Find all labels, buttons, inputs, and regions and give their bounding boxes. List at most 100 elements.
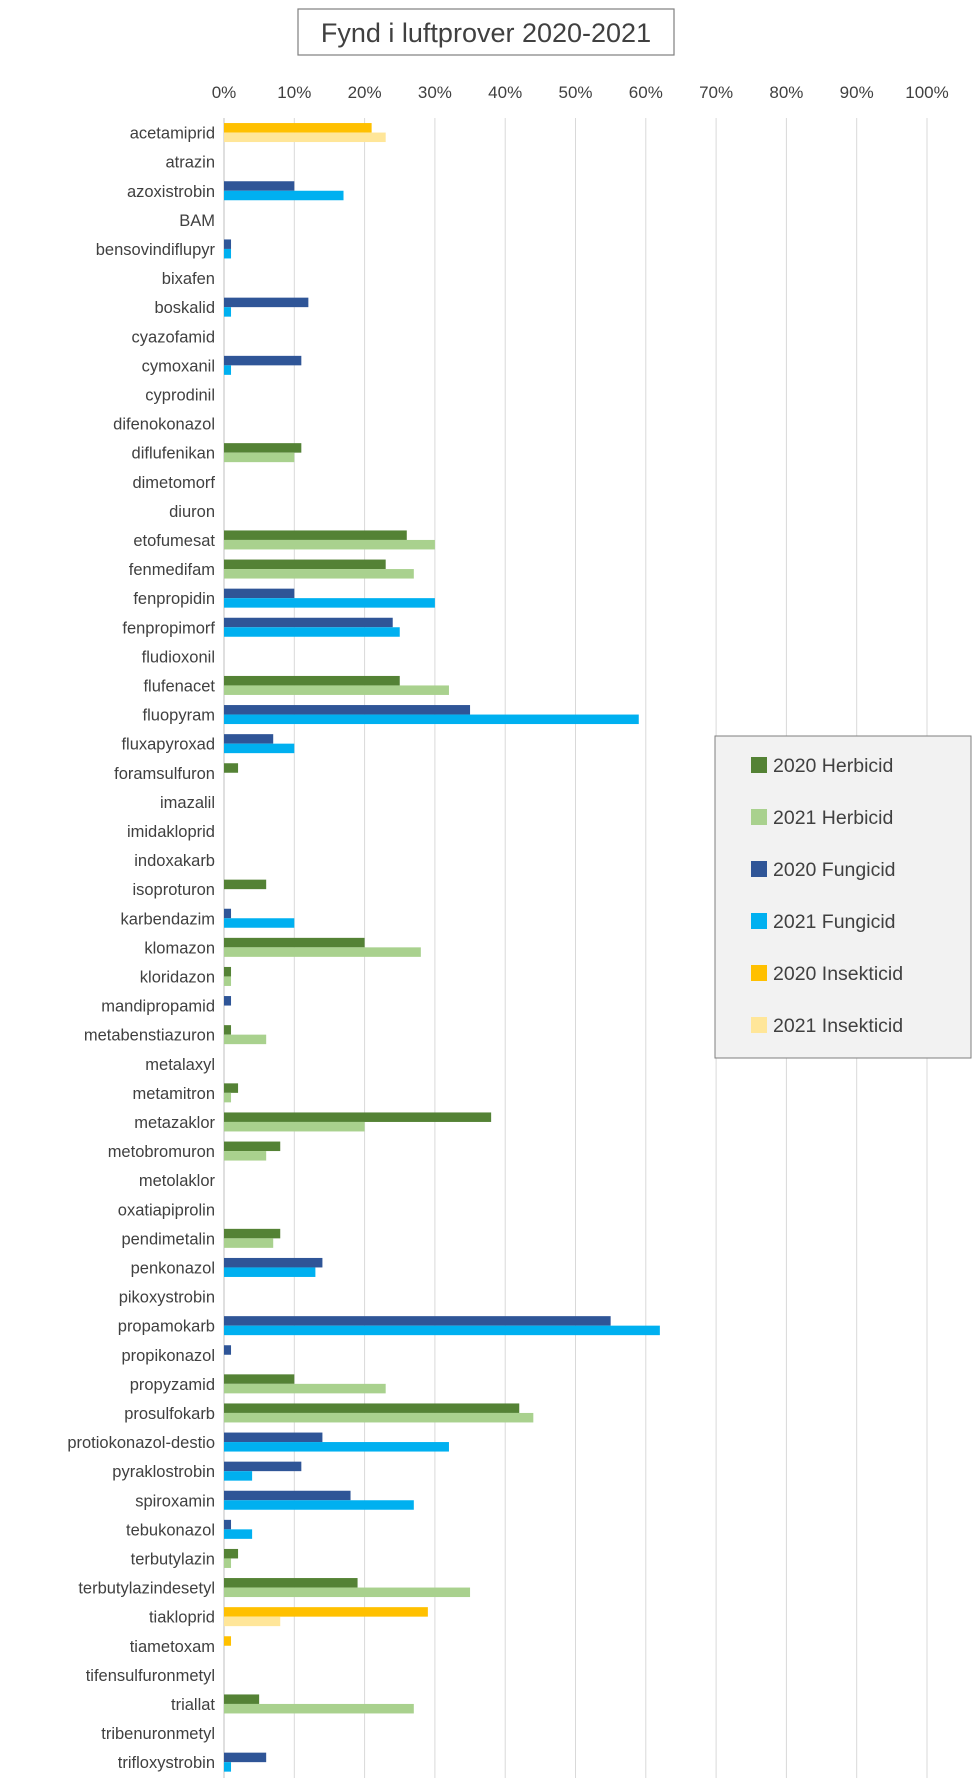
category-label: imidakloprid: [127, 823, 215, 841]
legend-label: 2021 Herbicid: [773, 807, 893, 829]
category-label: diuron: [169, 503, 215, 521]
bar: [224, 1383, 386, 1394]
bar: [224, 1267, 316, 1277]
bar: [224, 1025, 232, 1035]
x-tick-label: 30%: [418, 83, 452, 102]
bar: [224, 588, 295, 599]
category-label: dimetomorf: [132, 474, 215, 492]
bar: [224, 1374, 295, 1384]
legend-box: [714, 735, 972, 1059]
bar: [224, 1403, 520, 1413]
category-label: mandipropamid: [101, 998, 215, 1016]
bar: [224, 617, 393, 628]
bar: [224, 1112, 492, 1122]
bar: [224, 1616, 281, 1627]
bar: [224, 734, 274, 744]
bar: [224, 1558, 232, 1568]
bar: [224, 763, 239, 773]
category-label: propikonazol: [121, 1347, 215, 1365]
bar: [224, 1432, 323, 1443]
bar: [224, 181, 295, 191]
bar: [224, 1587, 471, 1598]
category-label: trifloxystrobin: [118, 1754, 215, 1772]
legend-label: 2020 Herbicid: [773, 755, 893, 777]
bar: [224, 355, 302, 366]
category-label: triallat: [171, 1696, 215, 1714]
category-label: foramsulfuron: [114, 765, 215, 783]
legend-swatch: [751, 809, 767, 825]
bar: [224, 1412, 534, 1423]
bar: [224, 1083, 239, 1093]
chart-title-box: Fynd i luftprover 2020-2021: [297, 8, 675, 56]
category-label: klomazon: [144, 939, 215, 957]
category-label: acetamiprid: [130, 125, 215, 143]
bar: [224, 685, 449, 695]
bar: [224, 443, 302, 453]
category-label: BAM: [179, 212, 215, 230]
bar: [224, 1471, 253, 1481]
bar: [224, 966, 232, 977]
chart-title: Fynd i luftprover 2020-2021: [321, 18, 651, 48]
bar: [224, 530, 407, 540]
x-tick-label: 90%: [840, 83, 874, 102]
category-label: bensovindiflupyr: [96, 241, 216, 259]
bar: [224, 1034, 267, 1045]
bar: [224, 1461, 302, 1472]
legend-label: 2020 Insekticid: [773, 963, 903, 985]
category-label: tifensulfuronmetyl: [86, 1667, 215, 1685]
category-label: tiakloprid: [149, 1609, 215, 1627]
category-label: cyprodinil: [145, 386, 215, 404]
category-label: fluxapyroxad: [121, 736, 215, 754]
category-label: difenokonazol: [113, 416, 215, 434]
bar: [224, 908, 232, 919]
x-tick-label: 80%: [769, 83, 803, 102]
bar: [224, 714, 639, 725]
x-tick-label: 50%: [558, 83, 592, 102]
bar: [224, 365, 232, 375]
legend-swatch: [751, 861, 767, 877]
category-label: atrazin: [165, 154, 215, 172]
category-label: fludioxonil: [142, 648, 215, 666]
legend-swatch: [751, 757, 767, 773]
bar: [224, 297, 309, 308]
bar: [224, 559, 386, 570]
category-label: metobromuron: [108, 1143, 215, 1161]
legend-label: 2021 Insekticid: [773, 1015, 903, 1037]
x-tick-label: 10%: [277, 83, 311, 102]
category-labels: acetamiprid atrazin azoxistrobin BAM bensovi…: [67, 125, 216, 1773]
x-tick-label: 40%: [488, 83, 522, 102]
bar: [224, 1519, 232, 1530]
legend: 2020 Herbicid 2021 Herbicid 2020 Fungicid 2…: [714, 735, 972, 1059]
category-label: tebukonazol: [126, 1521, 215, 1539]
category-label: cyazofamid: [132, 328, 215, 346]
bar: [224, 976, 232, 986]
x-tick-label: 20%: [348, 83, 382, 102]
category-label: propyzamid: [130, 1376, 215, 1394]
bar: [224, 1490, 351, 1501]
bar: [224, 1636, 232, 1646]
bar: [224, 1578, 358, 1588]
bar: [224, 918, 295, 928]
bar: [224, 1529, 253, 1539]
x-tick-label: 0%: [212, 83, 237, 102]
category-label: kloridazon: [140, 968, 215, 986]
category-label: metamitron: [132, 1085, 215, 1103]
x-tick-label: 60%: [629, 83, 663, 102]
bar: [224, 1703, 414, 1714]
category-label: bixafen: [162, 270, 215, 288]
category-label: fluopyram: [143, 707, 215, 725]
category-label: diflufenikan: [132, 445, 215, 463]
bar: [224, 1228, 281, 1239]
bar: [224, 307, 232, 317]
bar: [224, 1238, 274, 1248]
legend-swatch: [751, 913, 767, 929]
bar: [224, 598, 435, 608]
bar: [224, 1325, 660, 1336]
category-label: fenpropimorf: [122, 619, 215, 637]
category-label: terbutylazindesetyl: [78, 1580, 215, 1598]
category-label: prosulfokarb: [124, 1405, 215, 1423]
legend-label: 2021 Fungicid: [773, 911, 896, 933]
bar: [224, 1694, 260, 1704]
bar: [224, 1500, 414, 1510]
